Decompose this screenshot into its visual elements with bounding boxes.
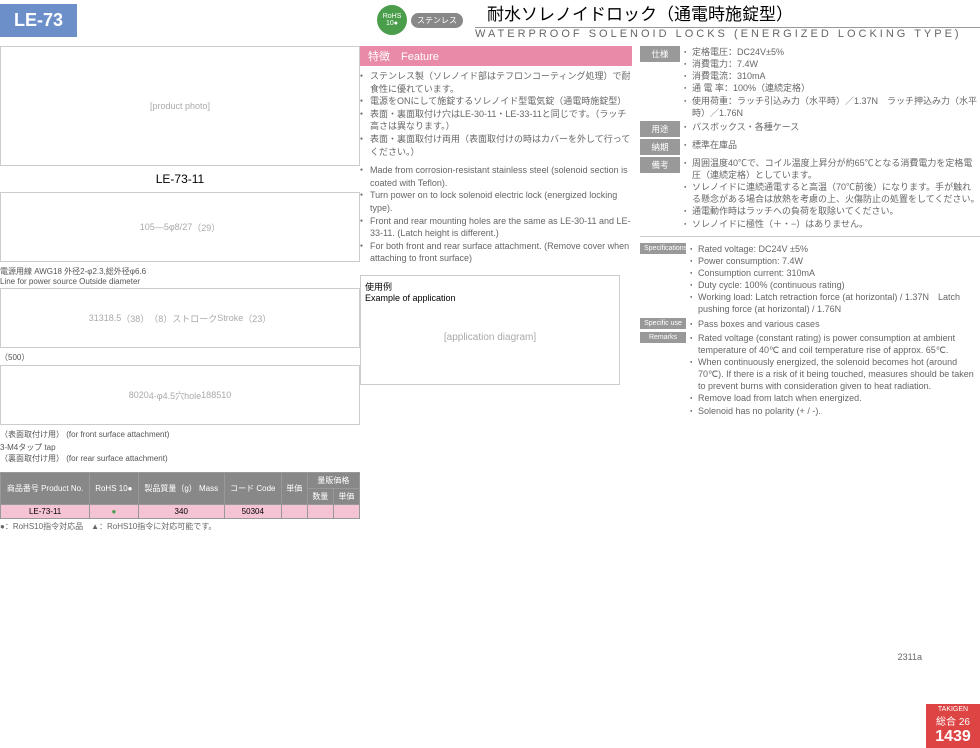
table-row: LE-73-11 ● 340 50304: [1, 505, 360, 519]
product-code-badge: LE-73: [0, 4, 77, 37]
power-line-label: 電源用線 AWG18 外径2-φ2.3,総外径φ6.6Line for powe…: [0, 266, 360, 286]
product-table: 商品番号 Product No. RoHS 10● 製品質量（g） Mass コ…: [0, 472, 360, 519]
specs-column: 仕様定格電圧：DC24V±5%消費電力：7.4W消費電流：310mA通 電 率：…: [640, 46, 980, 532]
title-jp: 耐水ソレノイドロック（通電時施錠型）: [487, 0, 793, 25]
tech-drawing-2: 31 3 18.5 （38） （8）ストローク Stroke （23）: [0, 288, 360, 348]
application-example: 使用例Example of application [application d…: [360, 275, 620, 385]
feature-heading: 特徴 Feature: [360, 46, 632, 66]
title-en: WATERPROOF SOLENOID LOCKS (ENERGIZED LOC…: [475, 28, 980, 40]
stainless-badge: ステンレス: [411, 13, 463, 28]
footer-note: ●：RoHS10指令対応品 ▲：RoHS10指令に対応可能です。: [0, 521, 360, 532]
rohs-badge: RoHS10●: [377, 5, 407, 35]
features-en-list: Made from corrosion-resistant stainless …: [360, 164, 632, 265]
tech-drawing-3: 80 20 4-φ4.5穴hole 18 85 10: [0, 365, 360, 425]
page-corner-tag: TAKIGEN 総合 26 1439: [926, 704, 980, 748]
tech-drawing-1: 105 — 5 φ8 / 27 （29）: [0, 192, 360, 262]
features-jp-list: ステンレス製（ソレノイド部はテフロンコーティング処理）で耐食性に優れています。電…: [360, 70, 632, 158]
product-name: LE-73-11: [0, 172, 360, 186]
product-photo: [product photo]: [0, 46, 360, 166]
page-reference: 2311a: [898, 652, 922, 662]
